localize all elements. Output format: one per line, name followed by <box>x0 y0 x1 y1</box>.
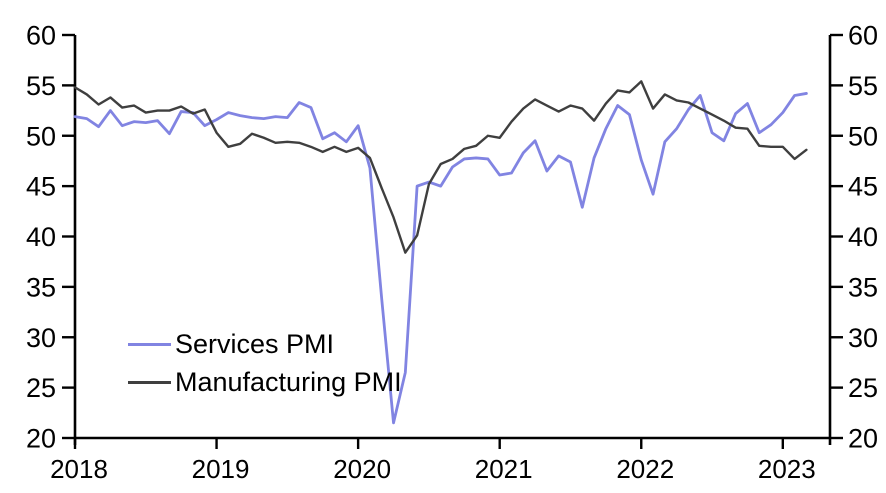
legend-label-services: Services PMI <box>175 329 335 359</box>
x-tick-label-2022: 2022 <box>616 454 674 484</box>
y-tick-label-left-60: 60 <box>26 21 56 51</box>
manufacturing-line-swatch <box>128 380 171 384</box>
legend-label-manufacturing: Manufacturing PMI <box>175 367 402 397</box>
y-tick-label-right-45: 45 <box>848 172 878 202</box>
y-tick-label-right-60: 60 <box>848 21 878 51</box>
y-tick-label-right-50: 50 <box>848 121 878 151</box>
legend: Services PMI Manufacturing PMI <box>128 330 402 396</box>
legend-item-manufacturing: Manufacturing PMI <box>128 368 402 396</box>
y-tick-label-right-40: 40 <box>848 222 878 252</box>
y-tick-label-left-25: 25 <box>26 373 56 403</box>
x-tick-label-2021: 2021 <box>475 454 533 484</box>
axis-ticks <box>62 33 843 449</box>
y-tick-label-right-25: 25 <box>848 373 878 403</box>
x-tick-label-2018: 2018 <box>50 454 108 484</box>
y-tick-label-left-20: 20 <box>26 424 56 454</box>
y-tick-label-right-30: 30 <box>848 323 878 353</box>
x-tick-label-2023: 2023 <box>758 454 816 484</box>
y-tick-label-right-35: 35 <box>848 272 878 302</box>
legend-item-services: Services PMI <box>128 330 402 358</box>
x-tick-label-2019: 2019 <box>192 454 250 484</box>
y-tick-label-right-55: 55 <box>848 71 878 101</box>
y-tick-label-left-45: 45 <box>26 172 56 202</box>
y-tick-label-left-40: 40 <box>26 222 56 252</box>
y-tick-label-left-35: 35 <box>26 272 56 302</box>
data-series <box>73 80 808 425</box>
axes <box>73 35 832 445</box>
services-pmi-line <box>73 92 808 425</box>
y-tick-label-right-20: 20 <box>848 424 878 454</box>
x-tick-label-2020: 2020 <box>333 454 391 484</box>
manufacturing-pmi-line <box>73 80 808 254</box>
y-tick-label-left-50: 50 <box>26 121 56 151</box>
services-line-swatch <box>128 342 171 346</box>
y-tick-label-left-30: 30 <box>26 323 56 353</box>
y-tick-label-left-55: 55 <box>26 71 56 101</box>
